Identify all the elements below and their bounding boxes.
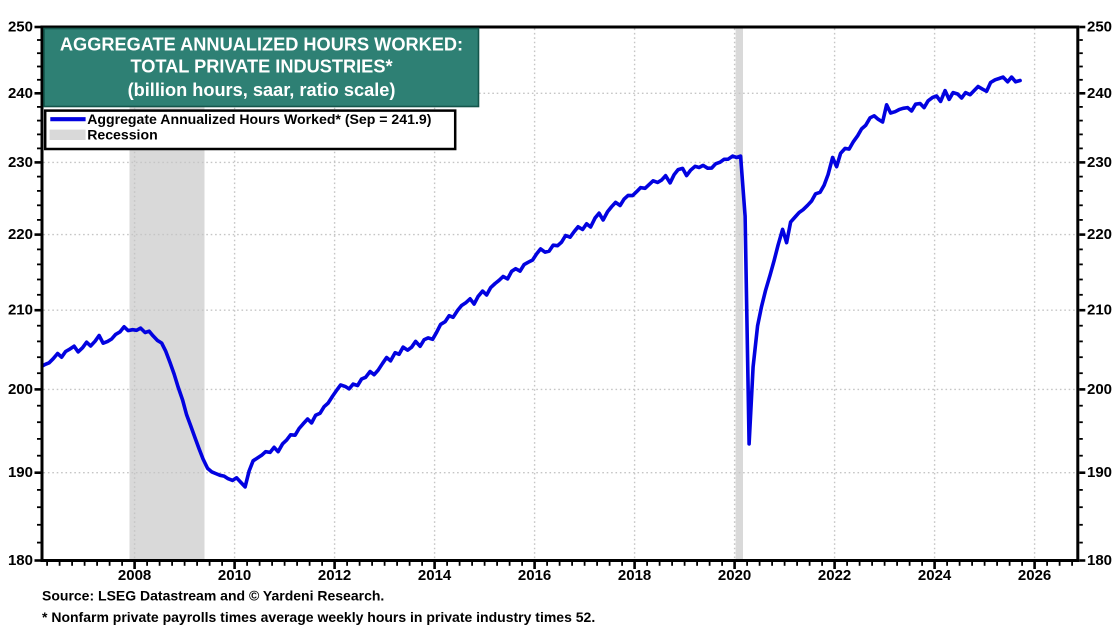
svg-text:AGGREGATE ANNUALIZED HOURS WOR: AGGREGATE ANNUALIZED HOURS WORKED:: [60, 35, 463, 55]
svg-text:TOTAL PRIVATE INDUSTRIES*: TOTAL PRIVATE INDUSTRIES*: [130, 57, 393, 77]
svg-text:250: 250: [1087, 19, 1112, 36]
svg-text:2010: 2010: [218, 567, 251, 584]
svg-text:250: 250: [8, 19, 33, 36]
svg-text:2020: 2020: [718, 567, 751, 584]
svg-text:Recession: Recession: [87, 126, 158, 142]
svg-text:230: 230: [8, 154, 33, 171]
svg-text:240: 240: [1087, 85, 1112, 102]
svg-text:210: 210: [8, 302, 33, 319]
svg-text:200: 200: [8, 381, 33, 398]
svg-text:2018: 2018: [618, 567, 651, 584]
svg-text:190: 190: [8, 464, 33, 481]
svg-text:200: 200: [1087, 381, 1112, 398]
svg-text:230: 230: [1087, 154, 1112, 171]
svg-text:2014: 2014: [418, 567, 452, 584]
svg-text:* Nonfarm private payrolls tim: * Nonfarm private payrolls times average…: [42, 609, 595, 625]
svg-text:2022: 2022: [818, 567, 851, 584]
svg-text:210: 210: [1087, 302, 1112, 319]
svg-text:220: 220: [8, 226, 33, 243]
svg-text:220: 220: [1087, 226, 1112, 243]
svg-text:2016: 2016: [518, 567, 551, 584]
svg-text:2026: 2026: [1018, 567, 1051, 584]
svg-text:Source: LSEG Datastream and ©: Source: LSEG Datastream and © Yardeni Re…: [42, 588, 384, 604]
svg-text:2008: 2008: [118, 567, 151, 584]
svg-text:180: 180: [1087, 552, 1112, 569]
svg-text:(billion hours, saar, ratio sc: (billion hours, saar, ratio scale): [128, 80, 396, 100]
svg-text:2024: 2024: [918, 567, 952, 584]
svg-text:180: 180: [8, 552, 33, 569]
svg-text:190: 190: [1087, 464, 1112, 481]
svg-text:2012: 2012: [318, 567, 351, 584]
svg-text:Aggregate Annualized Hours Wor: Aggregate Annualized Hours Worked* (Sep …: [87, 111, 431, 127]
svg-text:240: 240: [8, 85, 33, 102]
